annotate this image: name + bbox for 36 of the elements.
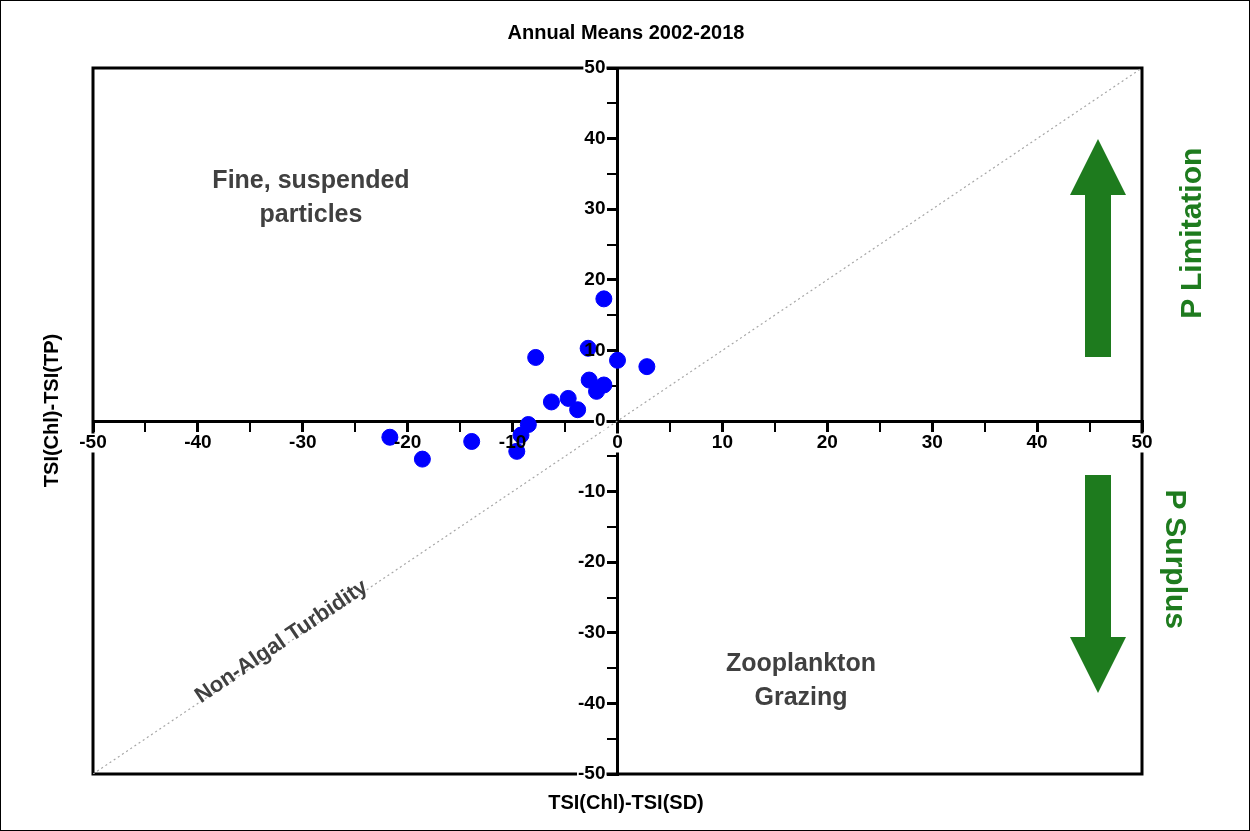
- y-tick-label: -20: [578, 550, 606, 572]
- y-tick-label: -40: [578, 691, 606, 713]
- y-tick-label: -50: [578, 762, 606, 784]
- y-tick-label: 20: [584, 268, 606, 290]
- annotation: Zooplankton Grazing: [725, 647, 877, 712]
- x-axis-title: TSI(Chl)-TSI(SD): [547, 791, 705, 814]
- x-tick-label: 30: [921, 431, 943, 453]
- point: [595, 290, 613, 308]
- text: P Limitation: [1172, 146, 1208, 321]
- x-tick-label: 40: [1026, 431, 1048, 453]
- y-tick-label: 30: [584, 197, 606, 219]
- x-tick-label: -30: [289, 431, 317, 453]
- x-tick-label: 0: [612, 431, 623, 453]
- point: [527, 348, 545, 366]
- x-tick-label: 20: [816, 431, 838, 453]
- chart-title: Annual Means 2002-2018: [506, 21, 746, 44]
- y-tick-label: -10: [578, 479, 606, 501]
- annotation: Fine, suspended particles: [211, 164, 411, 229]
- y-tick-label: 0: [594, 409, 606, 431]
- text: P Surplus: [1159, 488, 1195, 631]
- y-tick-label: 50: [584, 56, 606, 78]
- point: [542, 393, 560, 411]
- x-tick-label: -50: [79, 431, 107, 453]
- y-tick-label: 40: [584, 126, 606, 148]
- point: [413, 450, 431, 468]
- y-axis-title: TSI(Chl)-TSI(TP): [39, 332, 63, 490]
- point: [609, 351, 626, 369]
- x-tick-label: -20: [393, 431, 422, 453]
- point: [463, 432, 481, 450]
- x-tick-label: -40: [184, 431, 212, 453]
- point: [559, 389, 577, 407]
- x-tick-label: 50: [1131, 431, 1153, 453]
- y-tick-label: -30: [578, 621, 606, 643]
- point: [638, 358, 656, 376]
- x-tick-label: 10: [711, 431, 733, 453]
- point: [569, 401, 587, 419]
